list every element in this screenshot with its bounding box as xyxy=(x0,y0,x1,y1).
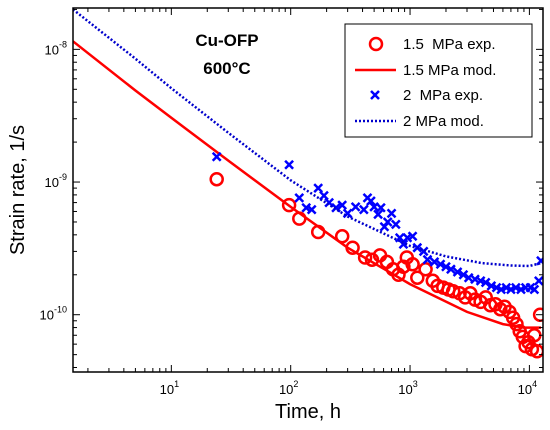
y-tick-label: 10-10 xyxy=(40,305,67,323)
data-point-2mpa xyxy=(422,254,433,265)
plot-frame xyxy=(72,7,544,373)
data-point-2mpa xyxy=(394,232,405,243)
y-axis-title: Strain rate, 1/s xyxy=(7,125,29,255)
data-point-2mpa xyxy=(435,259,446,270)
legend: 1.5 MPa exp. 1.5 MPa mod. 2 MPa exp. 2 M… xyxy=(344,23,533,138)
x-axis-title: Time, h xyxy=(275,401,341,423)
data-point-1-5mpa xyxy=(445,284,461,299)
data-point-1-5mpa xyxy=(410,270,425,285)
legend-circle-marker xyxy=(368,36,384,52)
data-point-2mpa xyxy=(211,151,222,162)
data-point-2mpa xyxy=(441,261,451,272)
legend-label-3: 2 MPa exp. xyxy=(403,87,483,104)
legend-item-3: 2 MPa exp. xyxy=(370,87,483,104)
data-point-2mpa xyxy=(533,275,543,286)
data-point-1-5mpa xyxy=(405,257,420,272)
data-point-1-5mpa xyxy=(357,250,373,265)
data-point-2mpa xyxy=(398,239,409,250)
legend-cross-marker xyxy=(370,90,380,100)
x-tick-label: 103 xyxy=(398,379,417,397)
y-tick-label: 10-9 xyxy=(45,172,67,190)
data-point-2mpa xyxy=(386,208,397,219)
data-point-2mpa xyxy=(382,217,393,227)
x-tick-label: 101 xyxy=(160,379,179,397)
data-point-2mpa xyxy=(376,202,386,213)
data-point-2mpa xyxy=(284,159,294,170)
x-tick-label: 104 xyxy=(518,379,537,397)
data-point-1-5mpa xyxy=(529,344,543,359)
data-point-2mpa xyxy=(480,277,491,288)
y-tick-label: 10-8 xyxy=(45,39,67,57)
data-point-2mpa xyxy=(373,209,383,220)
data-point-2mpa xyxy=(536,255,543,266)
data-point-2mpa xyxy=(358,204,369,215)
data-point-2mpa xyxy=(458,269,469,280)
data-point-1-5mpa xyxy=(209,171,224,187)
data-point-2mpa xyxy=(390,219,401,230)
legend-item-4: 2 MPa mod. xyxy=(355,113,484,130)
data-point-2mpa xyxy=(294,192,305,203)
data-point-2mpa xyxy=(306,204,317,215)
annotation-temperature: 600°C xyxy=(203,59,250,78)
data-point-1-5mpa xyxy=(281,197,297,213)
data-point-2mpa xyxy=(350,201,361,212)
data-point-1-5mpa xyxy=(396,259,411,274)
legend-box xyxy=(344,23,533,138)
data-point-2mpa xyxy=(529,284,540,295)
series-layer xyxy=(73,8,543,359)
data-point-2mpa xyxy=(446,264,456,275)
data-point-2mpa xyxy=(452,267,463,277)
annotation-material: Cu-OFP xyxy=(195,31,258,50)
model-curve-1-5mpa xyxy=(73,40,541,329)
legend-label-2: 1.5 MPa mod. xyxy=(403,62,496,79)
legend-item-1: 1.5 MPa exp. xyxy=(368,36,496,53)
axis-ticks: 101 102 103 104 10-10 10-9 10-8 xyxy=(40,8,543,397)
legend-item-2: 1.5 MPa mod. xyxy=(355,62,496,79)
data-point-2mpa xyxy=(337,200,348,210)
legend-label-4: 2 MPa mod. xyxy=(403,113,484,130)
data-point-2mpa xyxy=(429,257,440,267)
data-point-2mpa xyxy=(407,231,418,242)
data-point-2mpa xyxy=(366,196,376,206)
legend-label-1: 1.5 MPa exp. xyxy=(403,36,496,53)
x-tick-label: 102 xyxy=(279,379,298,397)
